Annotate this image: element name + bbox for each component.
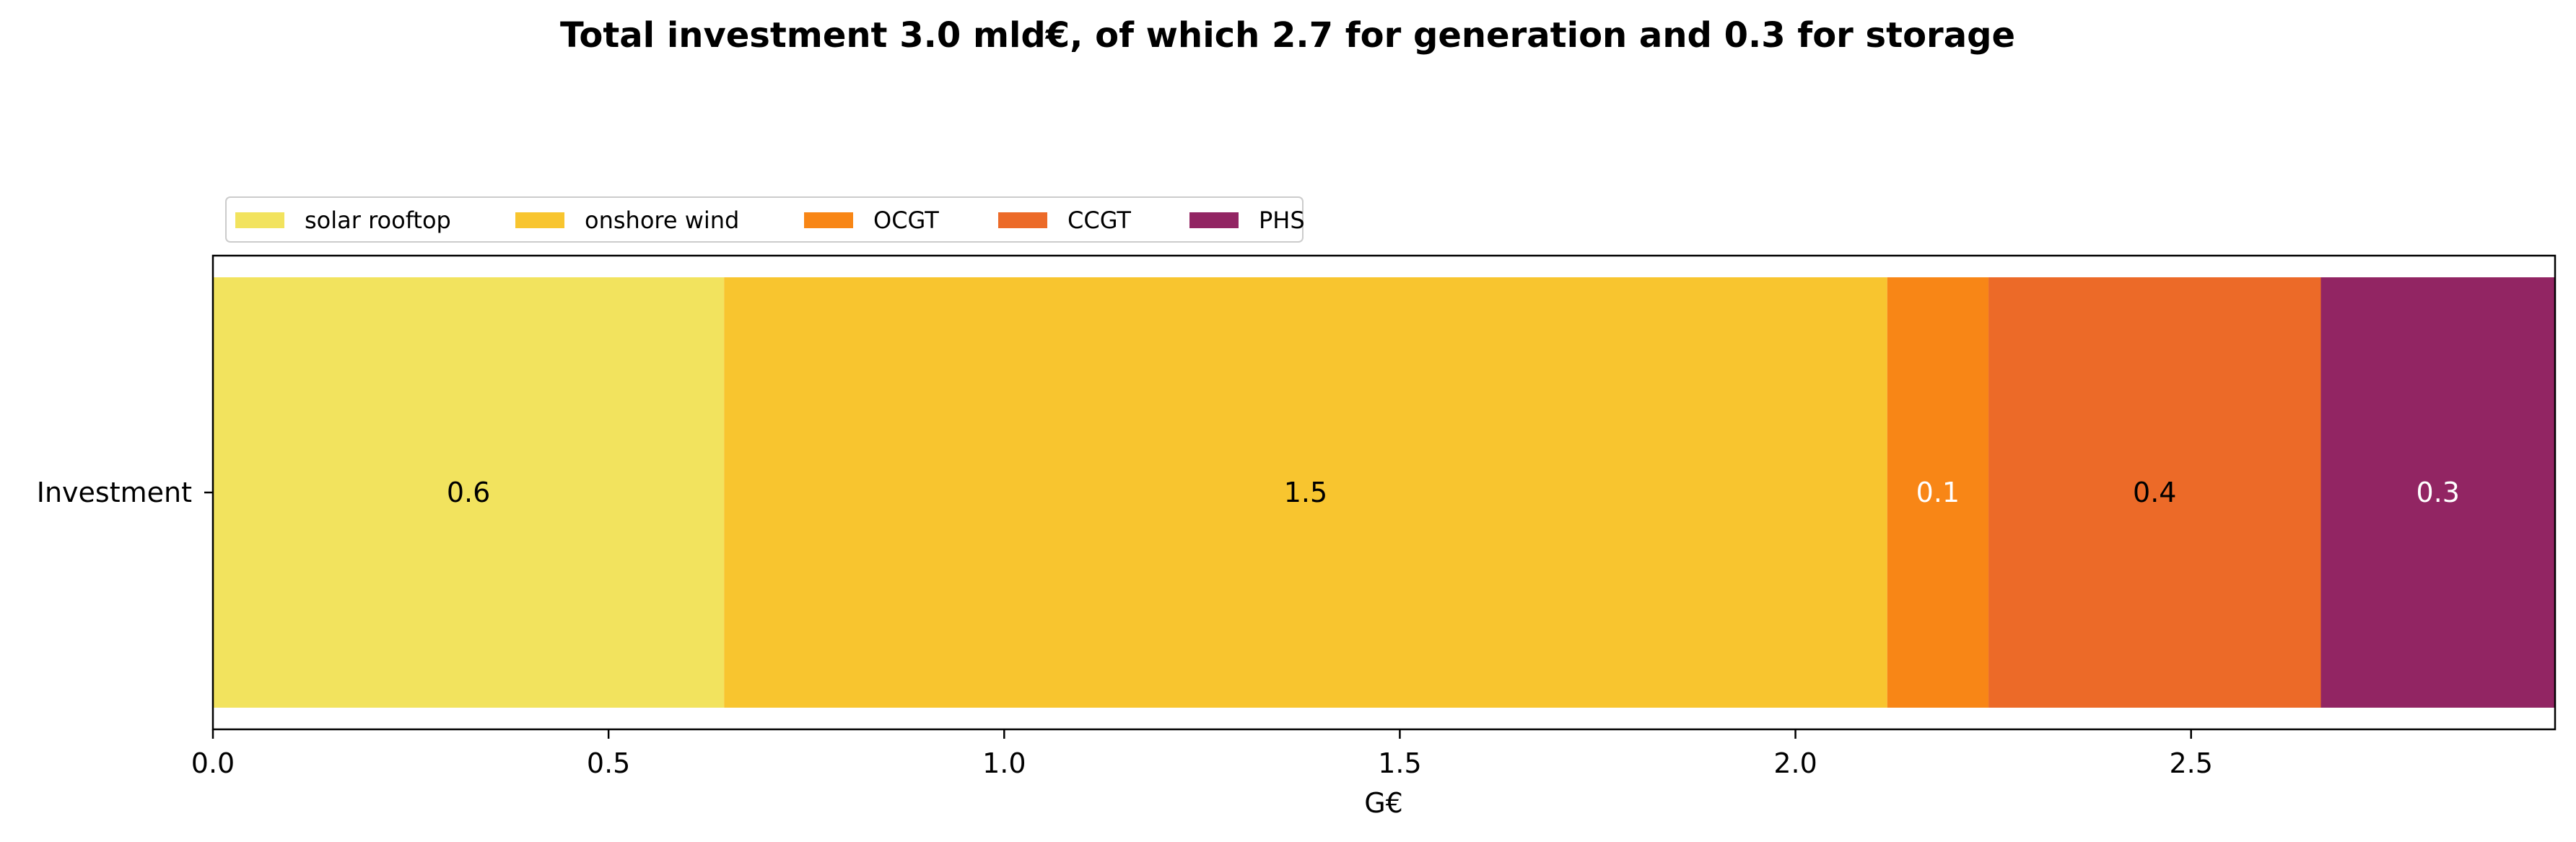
bar-value-label: 0.1 [1916, 477, 1960, 508]
x-axis-label: G€ [1364, 787, 1403, 819]
x-tick-label: 1.0 [982, 747, 1026, 779]
stacked-bars: 0.6 1.5 0.1 0.4 0.3 [213, 277, 2555, 708]
x-tick-label: 2.5 [2169, 747, 2212, 779]
legend-entry-label: solar rooftop [305, 207, 451, 234]
bar-value-label: 1.5 [1284, 477, 1327, 508]
bar-segment-ccgt [1988, 277, 2321, 708]
bar-value-label: 0.4 [2133, 477, 2176, 508]
x-tick-label: 0.0 [191, 747, 235, 779]
bar-segment-onshore-wind [724, 277, 1887, 708]
x-tick-label: 1.5 [1378, 747, 1421, 779]
legend-swatch [804, 212, 853, 228]
legend-swatch [998, 212, 1047, 228]
legend-entry-label: CCGT [1067, 207, 1131, 234]
legend-entry-label: PHS [1259, 207, 1305, 234]
legend-entry-label: OCGT [873, 207, 939, 234]
bar-segment-phs [2320, 277, 2555, 708]
legend-swatch [515, 212, 564, 228]
legend: solar rooftop onshore wind OCGT CCGT PHS [225, 196, 1305, 243]
bar-value-label: 0.3 [2416, 477, 2460, 508]
legend-entry-label: onshore wind [585, 207, 739, 234]
legend-swatch [235, 212, 284, 228]
y-axis: Investment [37, 477, 213, 508]
bar-segment-solar-rooftop [213, 277, 725, 708]
legend-frame [225, 196, 1304, 243]
bar-value-label: 0.6 [447, 477, 490, 508]
legend-swatch [1189, 212, 1239, 228]
bar-segment-ocgt [1887, 277, 1989, 708]
y-tick-label: Investment [37, 477, 192, 508]
x-axis: 0.0 0.5 1.0 1.5 2.0 2.5 [191, 729, 2213, 779]
x-tick-label: 0.5 [587, 747, 630, 779]
x-tick-label: 2.0 [1773, 747, 1817, 779]
chart-title: Total investment 3.0 mld€, of which 2.7 … [560, 15, 2015, 56]
